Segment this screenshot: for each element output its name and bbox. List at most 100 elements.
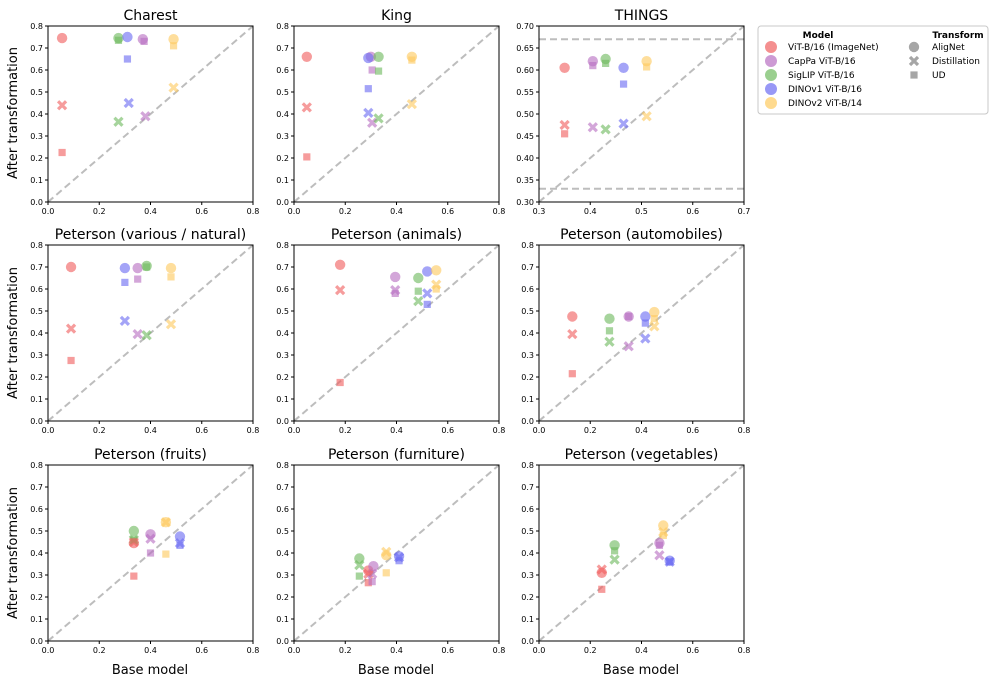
x-tick-label: 0.4 xyxy=(144,426,157,435)
data-point xyxy=(137,34,149,45)
data-point xyxy=(368,66,376,74)
y-tick-label: 0.8 xyxy=(30,22,43,31)
data-point xyxy=(65,323,77,334)
y-tick-label: 0.8 xyxy=(276,22,289,31)
data-point xyxy=(432,285,440,293)
data-point xyxy=(336,378,344,387)
plot-area xyxy=(539,465,744,641)
data-point xyxy=(391,289,399,297)
legend-model-item: CapPa ViT-B/16 xyxy=(765,55,856,67)
data-point xyxy=(567,328,578,340)
data-point xyxy=(559,119,570,131)
data-point xyxy=(618,118,629,129)
y-tick-label: 0.8 xyxy=(30,461,43,470)
panel-title: Peterson (animals) xyxy=(331,227,462,243)
x-tick-label: 0.4 xyxy=(144,646,157,655)
panel-1: Charest 0.0 0.2 0.4 0.6 0.8 0.0 0.1 0.2 0.3 0.4 0.5… xyxy=(30,8,259,216)
y-tick-label: 0.65 xyxy=(516,44,534,53)
y-tick-label: 0.2 xyxy=(276,154,289,163)
identity-line xyxy=(48,26,253,202)
data-point xyxy=(368,561,379,572)
legend-transform-item: AligNet xyxy=(908,41,965,53)
y-tick-label: 0.7 xyxy=(276,483,289,492)
panel-2: King 0.0 0.2 0.4 0.6 0.8 0.0 0.1 0.2 0.3 0.4 0.5 0.6… xyxy=(276,8,505,216)
x-tick-label: 0.6 xyxy=(195,646,208,655)
plot-area xyxy=(48,245,253,421)
plot-area xyxy=(294,465,499,641)
legend-model-label: CapPa ViT-B/16 xyxy=(788,57,856,67)
x-tick-label: 0.0 xyxy=(288,426,301,435)
panel-title: Peterson (automobiles) xyxy=(560,227,723,243)
x-tick-label: 0.8 xyxy=(738,646,751,655)
x-tick-label: 0.0 xyxy=(533,646,546,655)
y-tick-label: 0.6 xyxy=(30,285,43,294)
y-tick-label: 0.4 xyxy=(276,110,289,119)
y-tick-label: 0.2 xyxy=(276,373,289,382)
x-tick-label: 0.8 xyxy=(738,426,751,435)
y-tick-label: 0.0 xyxy=(521,637,534,646)
data-point xyxy=(128,537,140,549)
x-tick-label: 0.0 xyxy=(288,207,301,216)
panels-grid: Charest 0.0 0.2 0.4 0.6 0.8 0.0 0.1 0.2 0.3 0.4 0.5… xyxy=(30,8,750,655)
x-tick-label: 0.8 xyxy=(247,426,260,435)
data-point xyxy=(160,517,172,528)
data-point xyxy=(390,284,401,296)
legend-model-label: DINOv1 ViT-B/16 xyxy=(788,85,862,95)
x-tick-label: 0.4 xyxy=(635,646,648,655)
x-tick-label: 0.4 xyxy=(390,207,403,216)
data-point xyxy=(141,260,152,272)
x-tick-label: 0.3 xyxy=(533,207,546,216)
panel-title: Peterson (vegetables) xyxy=(565,447,719,463)
plot-area xyxy=(539,26,744,202)
y-tick-label: 0.5 xyxy=(521,307,534,316)
data-point xyxy=(643,63,651,71)
y-tick-label: 0.3 xyxy=(276,571,289,580)
legend-model-entries: ViT-B/16 (ImageNet) CapPa ViT-B/16 SigLIP … xyxy=(765,41,879,109)
data-point xyxy=(134,275,142,283)
y-tick-label: 0.3 xyxy=(521,351,534,360)
data-point xyxy=(650,315,658,323)
x-tick-label: 0.6 xyxy=(441,426,454,435)
data-point xyxy=(587,122,598,133)
legend-transform-item: UD xyxy=(910,71,946,81)
y-tick-label: 0.0 xyxy=(276,417,289,426)
data-point xyxy=(363,52,374,64)
y-tick-label: 0.1 xyxy=(30,395,43,404)
x-tick-label: 0.8 xyxy=(493,207,506,216)
y-tick-label: 0.50 xyxy=(516,110,534,119)
x-tick-label: 0.6 xyxy=(686,207,699,216)
legend-model-swatch xyxy=(765,83,777,95)
y-tick-label: 0.1 xyxy=(276,395,289,404)
x-axis-label-col-1: Base model xyxy=(112,663,188,678)
x-axis-label-col-2: Base model xyxy=(358,663,434,678)
y-tick-label: 0.3 xyxy=(30,351,43,360)
data-point xyxy=(610,547,619,555)
y-tick-label: 0.8 xyxy=(521,241,534,250)
data-point xyxy=(165,319,177,330)
y-tick-label: 0.5 xyxy=(521,527,534,536)
panel-title: King xyxy=(381,8,412,24)
y-tick-label: 0.5 xyxy=(30,527,43,536)
legend-model-swatch xyxy=(765,69,777,81)
panel-8: Peterson (furniture) 0.0 0.2 0.4 0.6 0.8 0.0 0.… xyxy=(276,447,505,655)
x-tick-label: 0.4 xyxy=(144,207,157,216)
x-tick-label: 0.0 xyxy=(42,646,55,655)
data-point xyxy=(604,313,615,324)
y-tick-label: 0.7 xyxy=(276,44,289,53)
legend-model-swatch xyxy=(765,55,777,67)
data-point xyxy=(58,148,66,157)
y-tick-label: 0.7 xyxy=(30,44,43,53)
x-tick-label: 0.8 xyxy=(247,207,260,216)
plot-area xyxy=(48,465,253,641)
data-point xyxy=(334,259,346,270)
legend-frame xyxy=(757,25,989,115)
legend-transform-label: Distillation xyxy=(932,57,980,67)
y-tick-label: 0.0 xyxy=(521,417,534,426)
x-axis-label-col-3: Base model xyxy=(603,663,679,678)
data-point xyxy=(363,107,374,119)
data-point xyxy=(390,271,401,283)
legend-transform-marker xyxy=(910,71,918,79)
panel-title: THINGS xyxy=(614,8,669,24)
y-tick-label: 0.7 xyxy=(30,483,43,492)
x-tick-label: 0.8 xyxy=(247,646,260,655)
